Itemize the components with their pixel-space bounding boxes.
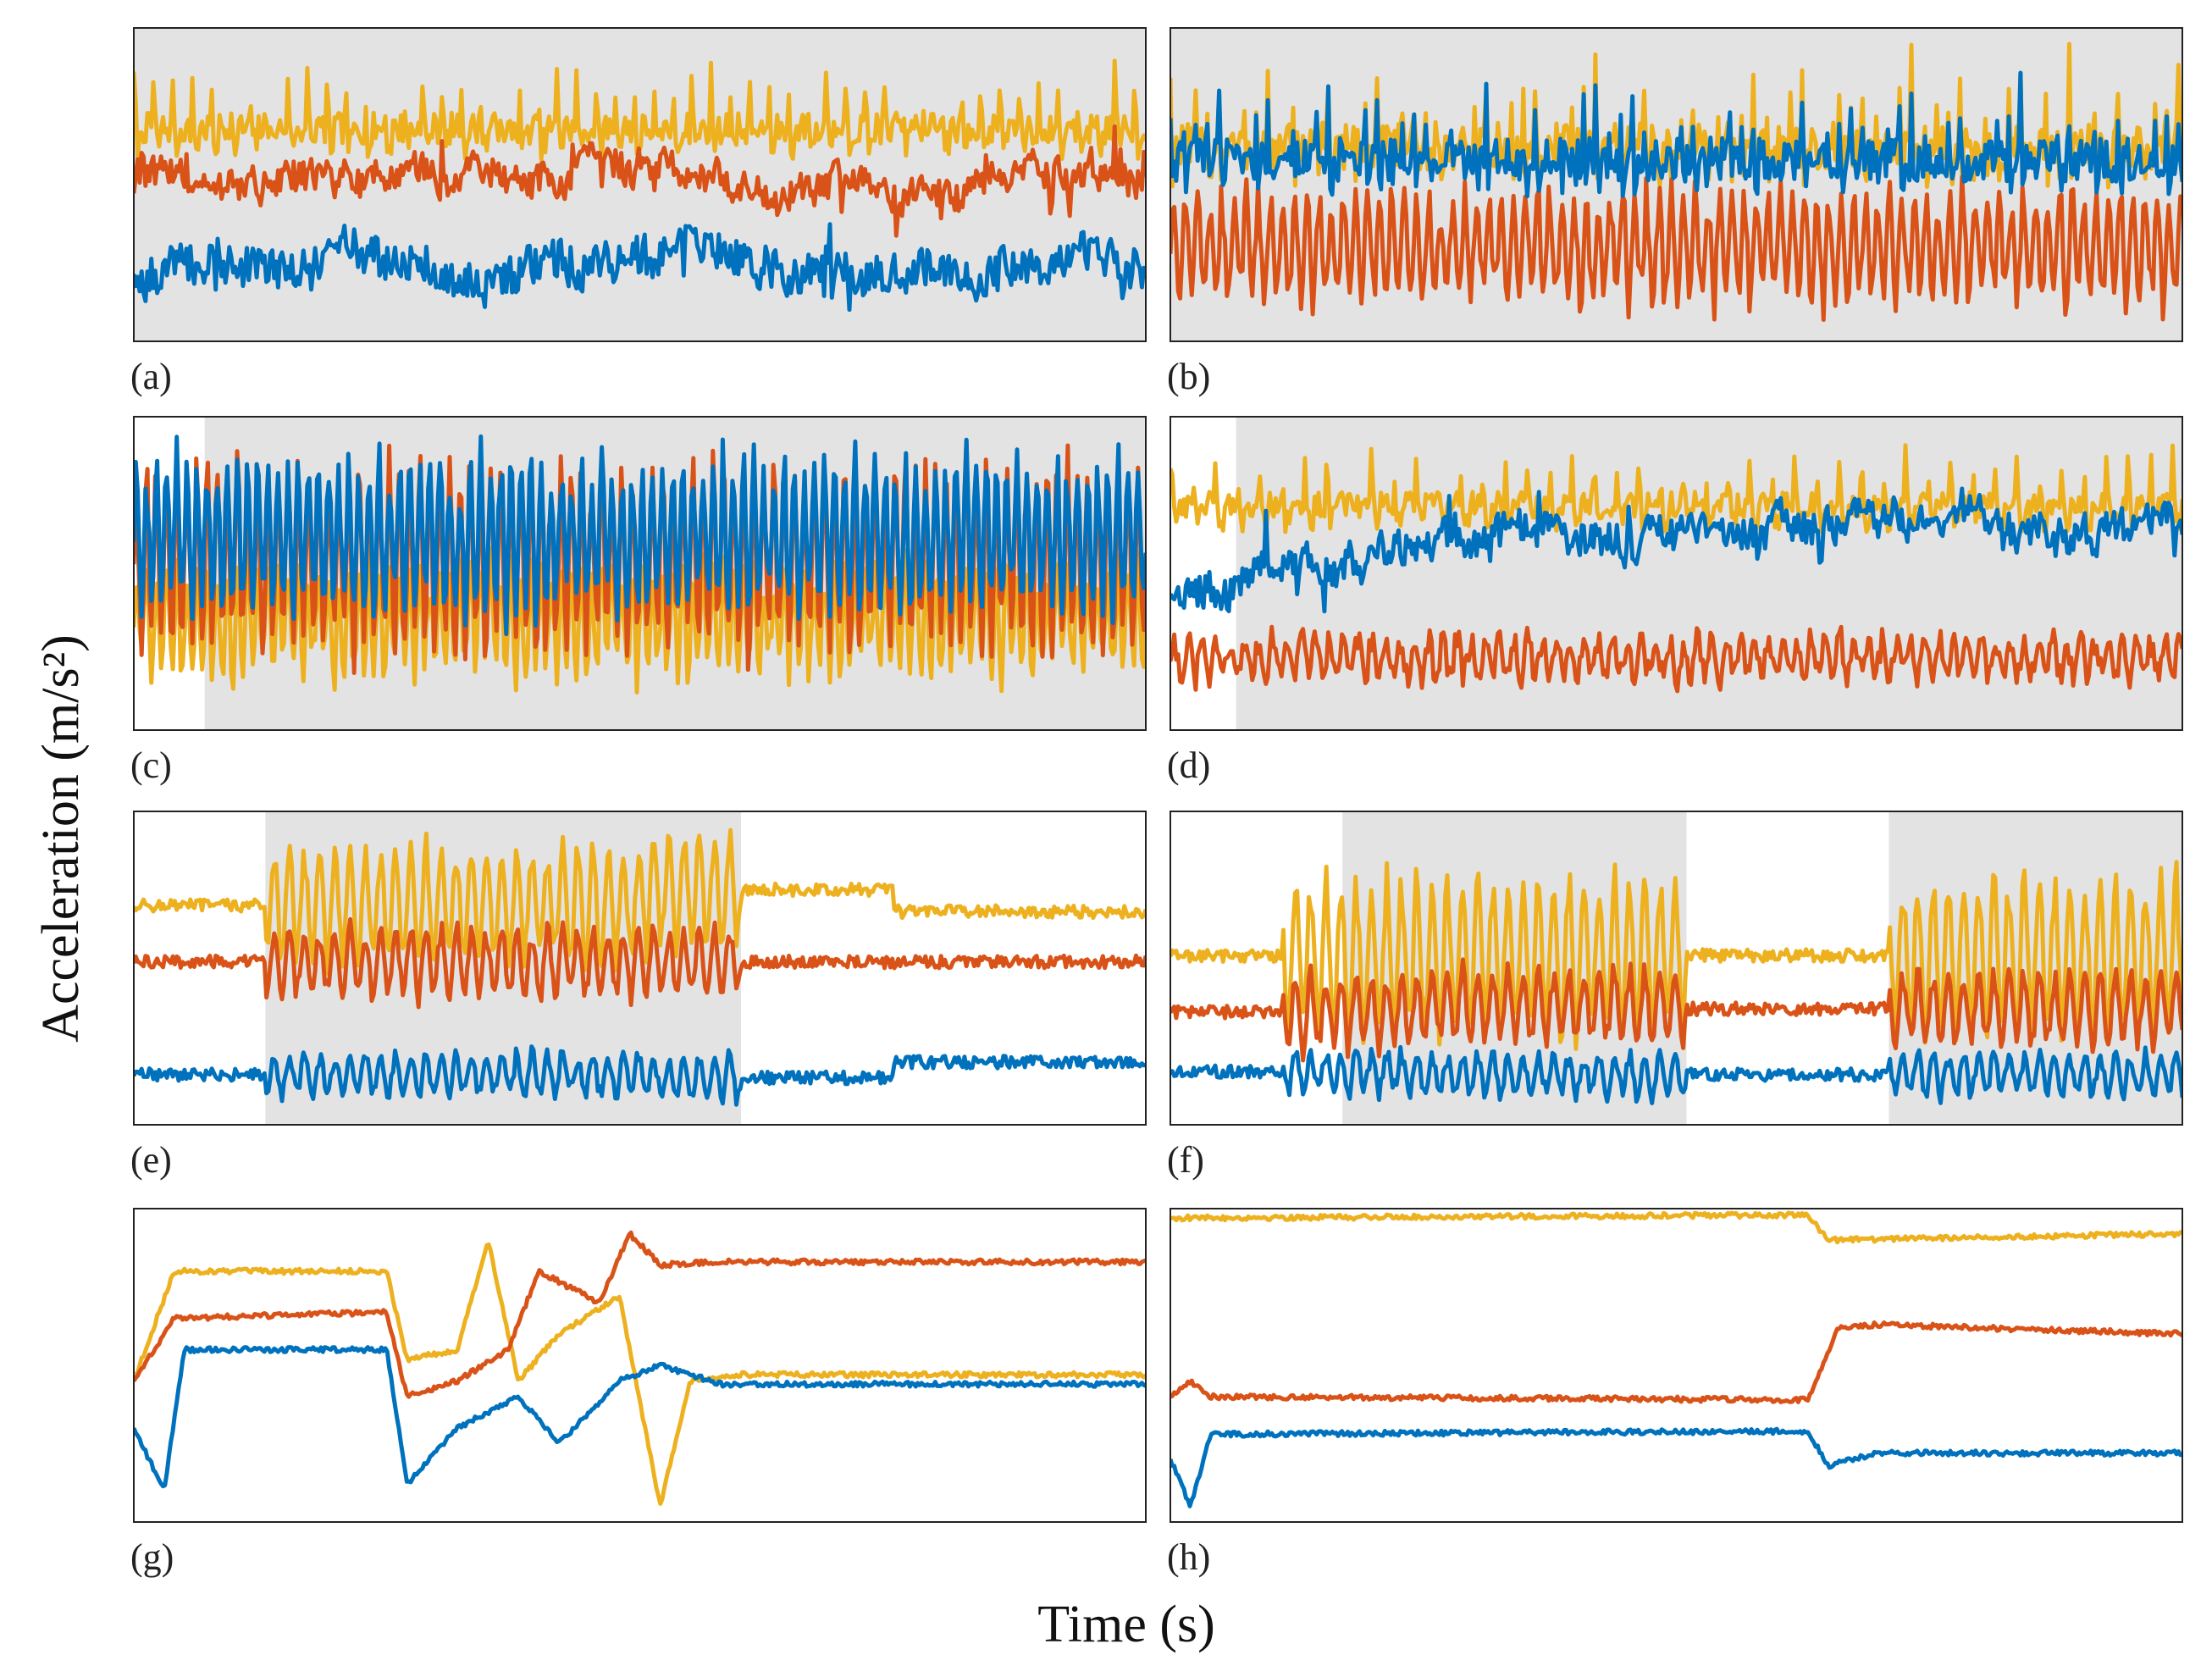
panel-frame (1170, 811, 2183, 1126)
panel-h: (h) (1167, 1208, 2183, 1578)
series-line (134, 827, 1146, 976)
y-axis-label: Acceleration (m/s²) (32, 634, 90, 1043)
series-line (134, 1230, 1146, 1399)
panel-frame (133, 1208, 1147, 1523)
series-line (134, 124, 1146, 238)
panel-f: (f) (1167, 811, 2183, 1181)
panel-d: (d) (1167, 416, 2183, 786)
panel-frame (1170, 27, 2183, 342)
panel-c: (c) (130, 416, 1147, 786)
series-line (1170, 174, 2182, 322)
panel-e: (e) (130, 811, 1147, 1181)
panel-label: (d) (1167, 744, 1210, 786)
series-line (1170, 70, 2182, 199)
panel-label: (h) (1167, 1536, 1210, 1578)
panel-frame (133, 811, 1147, 1126)
series-line (134, 916, 1146, 1010)
panel-frame (1170, 1208, 2183, 1523)
series-line (134, 222, 1146, 313)
series-line (1170, 624, 2182, 694)
x-axis-label: Time (s) (1037, 1596, 1215, 1653)
series-line (134, 1044, 1146, 1107)
panel-frame (133, 27, 1147, 342)
series-line (134, 1242, 1146, 1506)
panel-label: (b) (1167, 356, 1210, 397)
panel-g: (g) (130, 1208, 1147, 1578)
panel-label: (c) (130, 744, 172, 786)
shaded-region (134, 28, 1146, 341)
panels-group: (a) (b) (c) (d) (e) (f) (g) (h) (130, 27, 2183, 1578)
series-line (1170, 1320, 2182, 1404)
series-line (1170, 443, 2182, 535)
panel-label: (e) (130, 1139, 172, 1181)
panel-label: (g) (130, 1536, 174, 1578)
series-line (1170, 1426, 2182, 1508)
series-line (1170, 957, 2182, 1063)
panel-frame (1170, 416, 2183, 731)
panel-label: (f) (1167, 1139, 1204, 1181)
series-line (1170, 860, 2182, 1051)
series-line (134, 434, 1146, 636)
series-line (134, 1345, 1146, 1489)
panel-a: (a) (130, 27, 1147, 397)
panel-b: (b) (1167, 27, 2183, 397)
series-line (1170, 486, 2182, 614)
panel-frame (133, 416, 1147, 731)
shaded-region (1236, 417, 2182, 730)
series-line (1170, 1044, 2182, 1105)
panel-label: (a) (130, 356, 172, 397)
series-line (1170, 1210, 2182, 1245)
